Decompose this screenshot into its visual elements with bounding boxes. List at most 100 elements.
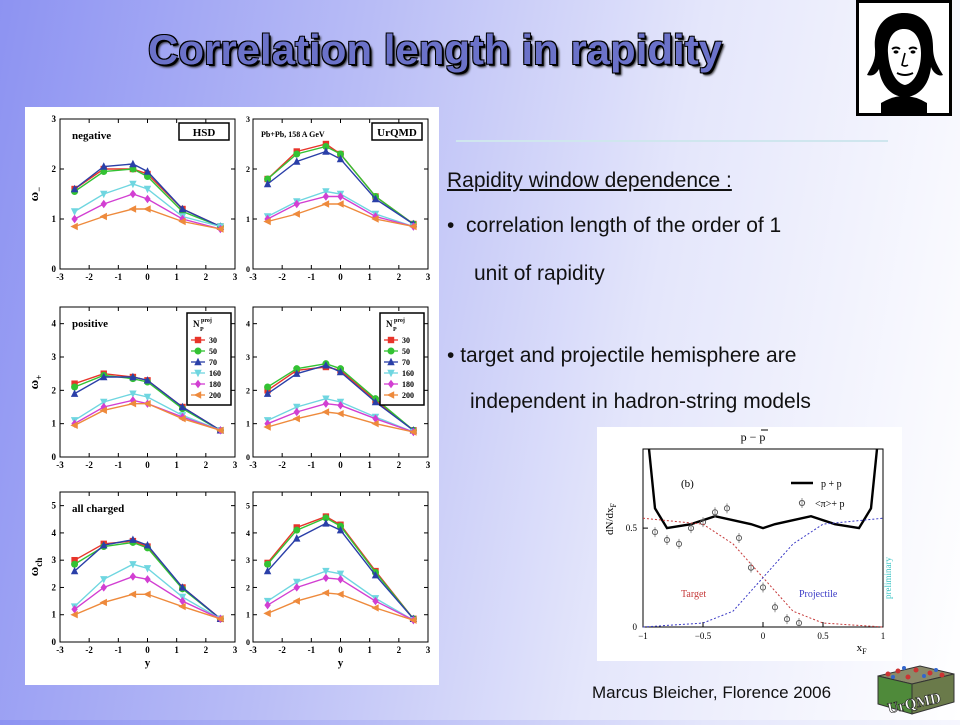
data-point-200 <box>409 428 417 436</box>
bullet-1-text: correlation length of the order of 1 <box>466 214 782 237</box>
inset-x-tick-label: −0.5 <box>695 631 712 641</box>
y-tick-label: 2 <box>52 164 57 174</box>
legend-entry-200: 200 <box>209 391 221 400</box>
data-point-70 <box>129 535 137 543</box>
inset-y-axis-sub: F <box>609 502 618 507</box>
x-tick-label: 1 <box>174 272 179 282</box>
legend-marker-200 <box>386 391 395 399</box>
y-axis-label: ω− <box>26 187 44 202</box>
x-tick-label: 0 <box>145 460 150 470</box>
x-tick-label: -1 <box>308 272 316 282</box>
inset-series-p-+-p <box>647 448 879 530</box>
data-point-50 <box>100 168 108 175</box>
data-point-200 <box>292 414 300 423</box>
data-point-70 <box>371 570 380 579</box>
data-point-70 <box>336 367 345 376</box>
series-line-70 <box>267 364 414 431</box>
data-point-50 <box>71 560 79 568</box>
data-point-200 <box>143 590 151 598</box>
data-point-160 <box>143 185 152 194</box>
data-point-200 <box>128 399 137 408</box>
data-point-200 <box>216 426 224 435</box>
inset-frame <box>642 448 884 628</box>
inset-legend-points-label: <π>+ p <box>815 499 844 510</box>
y-tick-label: 1 <box>52 419 57 429</box>
data-point-70 <box>70 389 79 397</box>
urqmd-cube-icon: UrQMD <box>877 665 955 718</box>
row-label: all charged <box>72 503 124 515</box>
legend-title: N <box>193 319 200 329</box>
y-axis-label-sub: − <box>34 187 44 192</box>
xf-distribution-plot: p − p −1 −0.5 0 0.5 1 0 0.5 dN/dxF xF (b) p + p <π>+… <box>604 429 893 656</box>
data-point-160 <box>143 565 152 573</box>
y-tick-label: 4 <box>246 529 250 538</box>
model-label: UrQMD <box>377 127 417 139</box>
x-tick-label: 3 <box>233 645 238 655</box>
data-point-50 <box>264 560 272 568</box>
y-tick-label: 1 <box>246 611 250 620</box>
panel-2-1: -3 -2 -1 0 1 2 3 0 1 2 3 4 5 y <box>246 491 431 669</box>
series-line-200 <box>267 592 414 621</box>
series-line-160 <box>74 563 221 620</box>
x-tick-label: -1 <box>308 645 316 655</box>
data-point-50 <box>293 526 301 534</box>
y-tick-label: 0 <box>246 453 250 462</box>
data-point-180 <box>293 407 300 417</box>
target-label: Target <box>681 589 706 600</box>
inset-y-tick-label: 0 <box>633 622 638 632</box>
bullet-1-continuation: unit of rapidity <box>474 262 605 285</box>
bullet-1: • correlation length of the order of 1 <box>447 214 782 237</box>
inset-legend-line-label: p + p <box>821 479 842 490</box>
legend-marker-50 <box>194 347 202 355</box>
data-point-180 <box>337 401 344 410</box>
data-point-200 <box>99 212 107 221</box>
series-line-200 <box>267 411 414 433</box>
y-tick-label: 2 <box>52 385 57 395</box>
data-point-160 <box>129 180 137 189</box>
legend-marker-70 <box>194 357 202 366</box>
data-point-180 <box>179 214 186 224</box>
model-label: HSD <box>193 127 216 139</box>
data-point-50 <box>322 143 330 150</box>
legend-marker-50 <box>387 347 395 355</box>
inset-y-tick-label: 0.5 <box>626 523 638 533</box>
data-point-50 <box>264 175 272 183</box>
series-line-160 <box>74 392 221 431</box>
data-point-200 <box>263 609 271 618</box>
y-tick-label: 5 <box>52 501 57 511</box>
series-line-30 <box>267 515 414 620</box>
data-point-70 <box>129 159 137 168</box>
data-point-70 <box>129 372 137 381</box>
data-point-70 <box>263 389 272 397</box>
x-tick-label: 2 <box>204 645 209 655</box>
data-point-50 <box>264 383 272 391</box>
legend-entry-50: 50 <box>209 347 217 356</box>
row-label: negative <box>72 130 111 142</box>
bullet-2: • target and projectile hemisphere are <box>447 344 797 367</box>
data-point-70 <box>143 540 152 549</box>
y-tick-label: 4 <box>52 528 57 538</box>
series-line-160 <box>267 570 414 621</box>
series-line-70 <box>267 522 414 620</box>
x-tick-label: -2 <box>85 272 93 282</box>
x-tick-label: -3 <box>249 460 257 470</box>
y-tick-label: 3 <box>52 114 57 124</box>
inset-x-axis-label: xF <box>857 642 868 656</box>
inset-data-point <box>711 509 719 516</box>
slide-title: Correlation length in rapidity <box>148 26 723 73</box>
x-tick-label: 1 <box>174 645 179 655</box>
x-tick-label: 1 <box>174 460 179 470</box>
y-tick-label: 2 <box>246 386 250 395</box>
y-tick-label: 1 <box>52 610 57 620</box>
series-line-70 <box>267 150 414 225</box>
series-line-200 <box>74 402 221 432</box>
y-tick-label: 0 <box>246 638 250 647</box>
data-point-200 <box>128 205 137 213</box>
legend-title: N <box>386 319 393 329</box>
legend-marker-160 <box>194 369 202 378</box>
data-point-200 <box>178 217 186 226</box>
series-line-70 <box>74 376 221 431</box>
y-tick-label: 4 <box>246 320 250 329</box>
y-tick-label: 3 <box>246 353 250 362</box>
